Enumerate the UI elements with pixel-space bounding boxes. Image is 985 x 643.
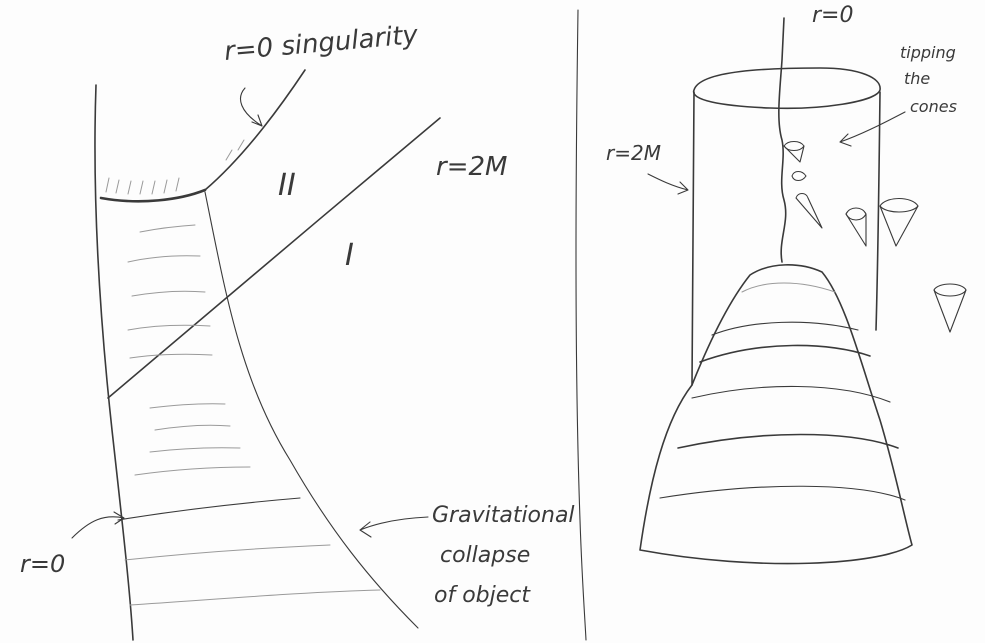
cylinder-right-side [875, 91, 881, 331]
interior-shading [117, 224, 381, 606]
collapse-label-line1: Gravitational [432, 503, 575, 528]
cylinder-top [693, 67, 881, 110]
right-axis-label: r=0 [812, 3, 853, 28]
left-singularity-label: r=0 singularity [223, 20, 420, 67]
singularity-hatching [105, 139, 245, 195]
collapse-label-line2: collapse [440, 543, 530, 568]
collapse-arrow [359, 516, 429, 538]
region-i-label: I [345, 238, 354, 273]
right-r0-axis [778, 17, 787, 263]
left-r0-boundary [94, 84, 134, 641]
cones-label-line3: cones [910, 97, 957, 116]
upright-light-cones-outside [879, 197, 967, 333]
left-axis-label: r=0 [20, 550, 65, 578]
cones-arrow [839, 111, 906, 147]
event-horizon-line [107, 117, 441, 399]
left-right-boundary [575, 9, 587, 641]
right-horizon-label: r=2M [606, 141, 661, 165]
tipped-light-cones-axis [783, 140, 867, 247]
collapse-label-line3: of object [434, 583, 531, 608]
left-horizon-label: r=2M [436, 152, 507, 182]
cones-label-line2: the [904, 69, 930, 88]
collapse-surface [204, 191, 419, 629]
left-axis-arrow [71, 511, 125, 539]
right-horizon-arrow [647, 173, 689, 195]
right-spacetime-diagram: r=0 r=2M tipping the cones [606, 3, 967, 565]
cylinder-left-side [691, 91, 695, 386]
left-spacetime-diagram: r=0 singularity r=2M II I r=0 Gravitatio… [20, 9, 587, 641]
singularity-arrow [240, 87, 263, 127]
singularity-line [99, 188, 207, 203]
region-ii-label: II [278, 168, 296, 203]
collapse-cone [639, 264, 913, 565]
cone-bands [659, 282, 906, 501]
singularity-curve [204, 69, 306, 191]
cones-label-line1: tipping [900, 43, 956, 62]
